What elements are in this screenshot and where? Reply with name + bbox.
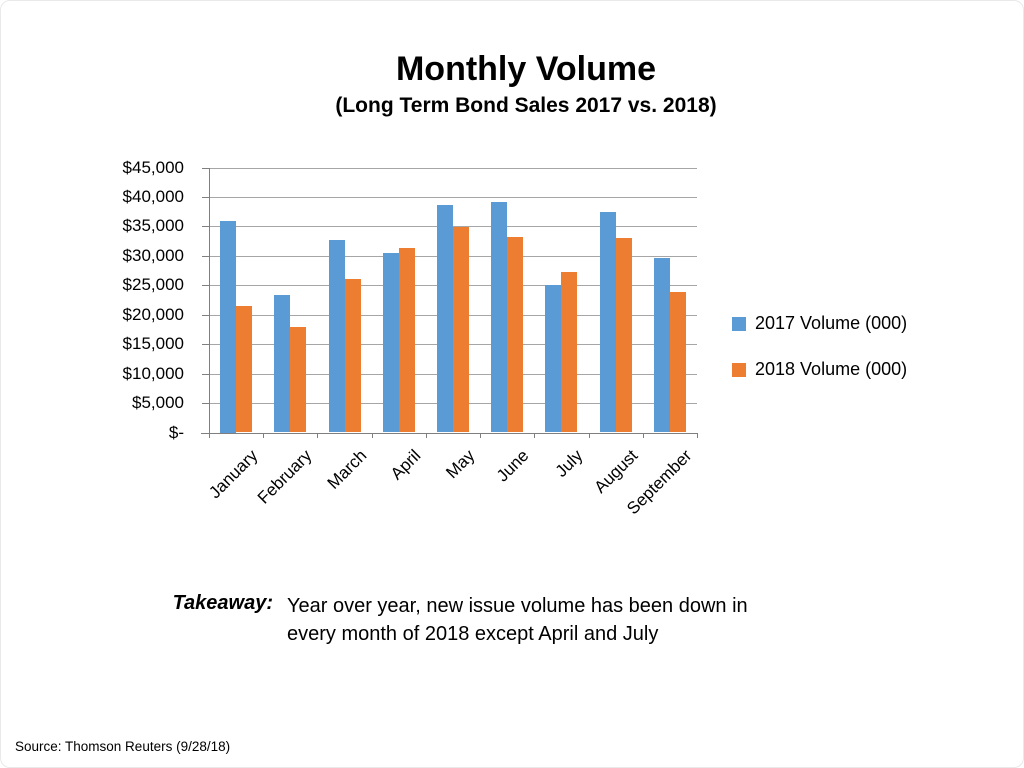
takeaway-text: Year over year, new issue volume has bee… bbox=[287, 592, 748, 648]
y-axis-tick-label: $5,000 bbox=[132, 393, 184, 413]
source-note: Source: Thomson Reuters (9/28/18) bbox=[15, 739, 231, 754]
legend-label-2018: 2018 Volume (000) bbox=[755, 359, 908, 379]
y-axis-tick bbox=[202, 373, 209, 375]
takeaway-block: Takeaway: Year over year, new issue volu… bbox=[131, 592, 748, 648]
legend-item-2018: 2018 Volume (000) bbox=[732, 359, 907, 380]
y-axis-tick bbox=[202, 403, 209, 405]
bar-2017-august bbox=[599, 212, 616, 433]
x-axis-tick bbox=[209, 432, 210, 438]
legend-swatch-2018 bbox=[732, 362, 746, 377]
y-axis-tick bbox=[202, 285, 209, 287]
title-block: Monthly Volume (Long Term Bond Sales 201… bbox=[61, 50, 991, 118]
legend-label-2017: 2017 Volume (000) bbox=[755, 313, 908, 333]
x-axis-tick bbox=[371, 432, 373, 438]
legend-swatch-2017 bbox=[732, 316, 746, 331]
gridline bbox=[209, 226, 697, 228]
chart-title: Monthly Volume bbox=[395, 50, 657, 88]
bar-2018-may bbox=[453, 226, 469, 433]
bar-2017-september bbox=[653, 258, 670, 433]
y-axis-tick bbox=[202, 432, 209, 434]
bar-2017-july bbox=[545, 284, 562, 433]
y-axis-line bbox=[209, 167, 210, 434]
y-axis-tick bbox=[202, 196, 209, 198]
x-axis-tick bbox=[642, 432, 644, 438]
y-axis-tick bbox=[202, 226, 209, 228]
takeaway-label: Takeaway: bbox=[172, 592, 273, 614]
bar-2018-june bbox=[507, 236, 524, 433]
x-axis-line bbox=[201, 432, 697, 434]
bar-2017-june bbox=[491, 201, 508, 433]
bar-2017-april bbox=[382, 252, 399, 433]
y-axis-tick-label: $- bbox=[168, 422, 184, 442]
legend-item-2017: 2017 Volume (000) bbox=[732, 313, 907, 334]
bar-2018-september bbox=[669, 291, 686, 433]
x-axis-tick bbox=[480, 432, 482, 438]
y-axis-tick bbox=[202, 314, 209, 316]
gridline bbox=[209, 167, 697, 169]
bar-2018-march bbox=[344, 279, 361, 433]
y-axis-tick-label: $45,000 bbox=[122, 157, 184, 177]
bar-2017-january bbox=[220, 220, 237, 433]
bar-2018-january bbox=[236, 306, 253, 433]
x-axis-tick bbox=[697, 432, 698, 438]
bar-2018-august bbox=[615, 238, 632, 433]
x-axis-tick bbox=[425, 432, 427, 438]
bar-2017-may bbox=[437, 204, 453, 433]
bar-2017-march bbox=[328, 239, 345, 433]
takeaway-line-2: every month of 2018 except April and Jul… bbox=[287, 623, 659, 645]
x-axis-tick bbox=[263, 432, 265, 438]
x-axis-tick bbox=[534, 432, 536, 438]
y-axis-tick-label: $10,000 bbox=[122, 363, 184, 383]
chart-legend: 2017 Volume (000) 2018 Volume (000) bbox=[732, 313, 907, 405]
chart-subtitle: (Long Term Bond Sales 2017 vs. 2018) bbox=[335, 94, 717, 118]
x-axis-tick bbox=[588, 432, 590, 438]
y-axis-tick-label: $30,000 bbox=[122, 245, 184, 265]
x-axis-tick bbox=[317, 432, 319, 438]
y-axis-tick-label: $15,000 bbox=[122, 334, 184, 354]
takeaway-line-1: Year over year, new issue volume has bee… bbox=[287, 595, 748, 617]
y-axis-tick-label: $25,000 bbox=[122, 275, 184, 295]
y-axis-tick bbox=[202, 167, 209, 169]
bar-2018-april bbox=[398, 248, 415, 433]
gridline bbox=[209, 196, 697, 198]
y-axis-tick bbox=[202, 344, 209, 346]
y-axis-tick-label: $35,000 bbox=[122, 216, 184, 236]
bar-2018-february bbox=[290, 327, 307, 433]
y-axis-tick-label: $40,000 bbox=[122, 186, 184, 206]
x-axis-label-january: January bbox=[205, 445, 262, 502]
y-axis-tick bbox=[202, 255, 209, 257]
bar-2018-july bbox=[561, 272, 578, 433]
y-axis-tick-label: $20,000 bbox=[122, 304, 184, 324]
bar-2017-february bbox=[274, 294, 291, 433]
